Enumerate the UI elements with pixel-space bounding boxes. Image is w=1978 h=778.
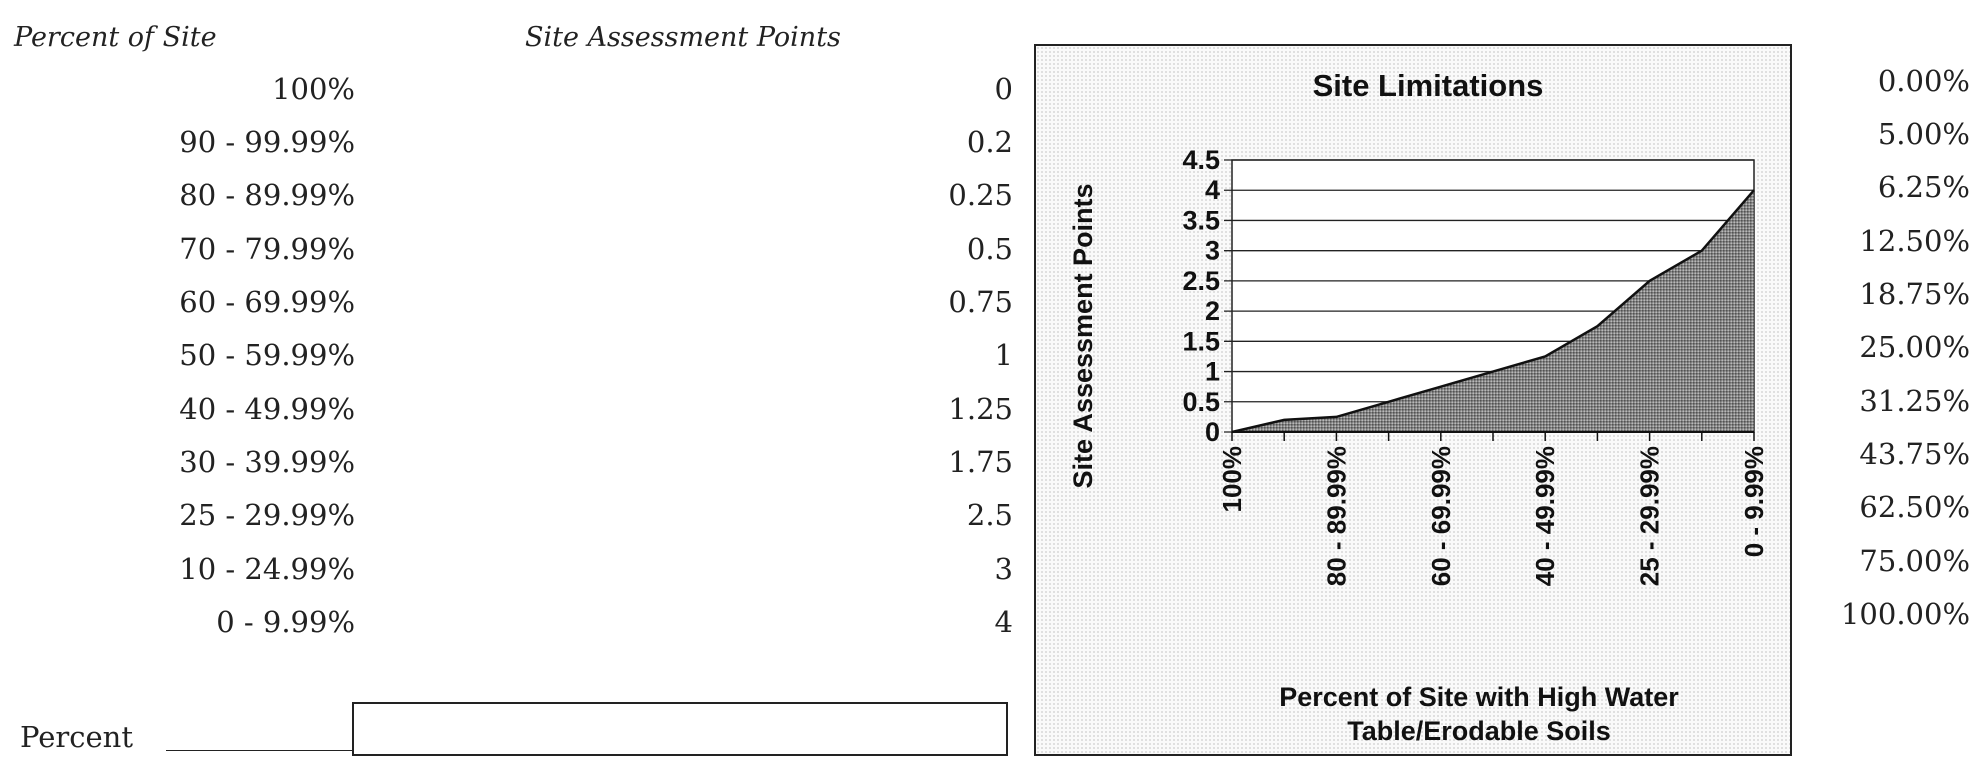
x-tick-label: 0 - 9.99% [1739, 446, 1769, 557]
percent-input-label: Percent [20, 720, 133, 754]
percent-range-cell: 100% [272, 72, 355, 106]
x-axis-label-line-2: Table/Erodable Soils [1347, 716, 1611, 746]
right-percent-cell: 25.00% [1859, 330, 1970, 364]
right-percent-cell: 62.50% [1859, 490, 1970, 524]
y-tick-label: 4 [1205, 175, 1220, 205]
x-tick-label: 80 - 89.99% [1321, 446, 1351, 586]
points-cell: 1 [994, 338, 1013, 372]
percent-range-cell: 90 - 99.99% [179, 125, 355, 159]
chart-box: 0 0.5 1 1.5 2 2.5 3 3.5 4 4.5 100% 80 - 89.99% 60 -… [1034, 44, 1792, 756]
percent-range-cell: 30 - 39.99% [179, 445, 355, 479]
y-tick-label: 2 [1205, 296, 1220, 326]
x-axis-label-line-1: Percent of Site with High Water [1279, 682, 1679, 712]
site-limitations-chart: 00.511.522.533.544.5 100% 80 - 89.99% 60 -… [1068, 68, 1769, 746]
series-line [1231, 189, 1755, 434]
points-cell: 0.25 [948, 178, 1013, 212]
right-percent-cell: 100.00% [1840, 597, 1970, 631]
points-cell: 0 [994, 72, 1013, 106]
percent-input-underline [166, 750, 352, 751]
points-cell: 2.5 [966, 498, 1013, 532]
points-cell: 3 [994, 552, 1013, 586]
y-tick-label: 0.5 [1182, 387, 1220, 417]
points-cell: 0.75 [948, 285, 1013, 319]
percent-of-site-header: Percent of Site [14, 22, 217, 53]
area-series [1232, 190, 1754, 432]
percent-range-cell: 10 - 24.99% [179, 552, 355, 586]
right-percent-cell: 12.50% [1859, 224, 1970, 258]
right-percent-cell: 18.75% [1859, 277, 1970, 311]
points-cell: 0.5 [966, 232, 1013, 266]
x-tick-label: 100% [1217, 446, 1247, 513]
y-tick-label: 4.5 [1182, 145, 1220, 175]
y-axis-label: Site Assessment Points [1068, 183, 1098, 488]
y-tick-label: 1.5 [1182, 326, 1220, 356]
y-tick-label: 1 [1205, 357, 1220, 387]
points-cell: 1.25 [948, 392, 1013, 426]
points-cell: 0.2 [966, 125, 1013, 159]
right-percent-cell: 43.75% [1859, 437, 1970, 471]
percent-range-cell: 25 - 29.99% [179, 498, 355, 532]
x-tick-label: 40 - 49.99% [1530, 446, 1560, 586]
chart-title: Site Limitations [1313, 68, 1544, 103]
site-assessment-points-header: Site Assessment Points [525, 22, 841, 53]
percent-range-cell: 50 - 59.99% [179, 338, 355, 372]
x-tick-label: 25 - 29.99% [1635, 446, 1665, 586]
right-percent-cell: 5.00% [1877, 117, 1970, 151]
percent-input[interactable] [352, 702, 1008, 756]
right-percent-cell: 75.00% [1859, 544, 1970, 578]
percent-range-cell: 0 - 9.99% [216, 605, 355, 639]
y-tick-label: 3 [1205, 236, 1220, 266]
percent-range-cell: 70 - 79.99% [179, 232, 355, 266]
right-percent-cell: 31.25% [1859, 384, 1970, 418]
y-tick-label: 0 [1205, 417, 1220, 447]
y-tick-label: 3.5 [1182, 205, 1220, 235]
points-cell: 4 [994, 605, 1013, 639]
right-percent-cell: 6.25% [1877, 170, 1970, 204]
percent-range-cell: 60 - 69.99% [179, 285, 355, 319]
percent-range-cell: 40 - 49.99% [179, 392, 355, 426]
x-tick-label: 60 - 69.99% [1426, 446, 1456, 586]
percent-range-cell: 80 - 89.99% [179, 178, 355, 212]
right-percent-cell: 0.00% [1877, 64, 1970, 98]
y-tick-label: 2.5 [1182, 266, 1220, 296]
points-cell: 1.75 [948, 445, 1013, 479]
